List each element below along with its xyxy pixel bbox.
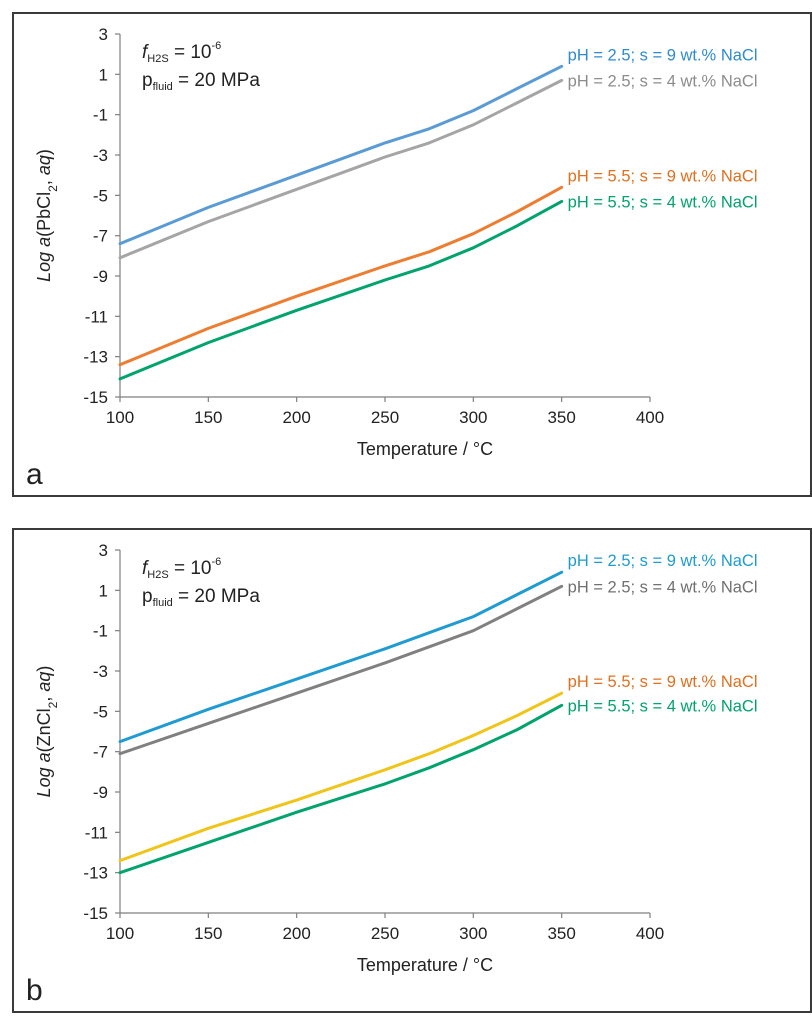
y-tick-label: 1 [99,65,108,84]
series-line-1 [118,570,564,744]
x-tick-label: 250 [371,408,399,427]
x-tick-label: 250 [371,924,399,943]
x-tick-label: 400 [636,924,664,943]
series-line-3 [118,185,564,367]
y-axis-label: Log a(ZnCl2, aq) [34,666,60,798]
y-tick-label: -3 [93,662,108,681]
series-label-3: pH = 5.5; s = 9 wt.% NaCl [568,167,758,185]
x-tick-label: 350 [547,408,575,427]
y-axis-label: Log a(PbCl2, aq) [34,149,60,282]
series-label-1: pH = 2.5; s = 9 wt.% NaCl [568,46,758,64]
y-tick-label: -1 [93,622,108,641]
series-label-2: pH = 2.5; s = 4 wt.% NaCl [568,72,758,90]
y-tick-label: -3 [93,146,108,165]
x-tick-label: 150 [194,408,222,427]
y-tick-label: -13 [83,348,108,367]
series-line-4 [118,703,564,875]
annotation-pressure: pfluid = 20 MPa [142,70,260,93]
x-tick-label: 200 [282,924,310,943]
y-tick-label: -15 [83,388,108,407]
series-label-4: pH = 5.5; s = 4 wt.% NaCl [568,697,758,715]
series-label-2: pH = 2.5; s = 4 wt.% NaCl [568,578,758,596]
y-tick-label: -5 [93,702,108,721]
x-tick-label: 300 [459,924,487,943]
x-tick-label: 350 [547,924,575,943]
x-tick-label: 150 [194,924,222,943]
y-tick-label: -15 [83,904,108,923]
x-tick-label: 100 [106,924,134,943]
series-label-3: pH = 5.5; s = 9 wt.% NaCl [568,673,758,691]
panel-label: b [26,974,43,1007]
y-tick-label: 3 [99,541,108,560]
x-tick-label: 200 [282,408,310,427]
y-tick-label: 1 [99,581,108,600]
chart-panel-b: 3 1 -1 -3 -5 -7 -9 -11 -13 -15 100 150 200 250 300 350 4… [12,528,812,1013]
y-tick-label: -9 [93,783,108,802]
chart-panel-a: 3 1 -1 -3 -5 -7 -9 -11 -13 -15 100 150 200 250 300 350 4… [12,12,812,497]
annotation-pressure: pfluid = 20 MPa [142,586,260,609]
series-line-2 [118,584,564,756]
x-axis-label: Temperature / °C [357,955,493,975]
series-line-3 [118,691,564,863]
y-tick-label: -11 [85,823,108,842]
annotation-fugacity: fH2S = 10-6 [142,40,221,65]
series-line-2 [118,78,564,260]
x-tick-label: 400 [636,408,664,427]
series-line-4 [118,199,564,381]
y-tick-label: -7 [93,227,108,246]
y-tick-label: -13 [83,864,108,883]
series-line-1 [118,64,564,246]
series-label-4: pH = 5.5; s = 4 wt.% NaCl [568,193,758,211]
annotation-fugacity: fH2S = 10-6 [142,556,221,581]
y-tick-label: -7 [93,743,108,762]
series-label-1: pH = 2.5; s = 9 wt.% NaCl [568,552,758,570]
y-tick-label: -5 [93,186,108,205]
panel-label: a [26,458,43,491]
x-tick-label: 100 [106,408,134,427]
x-axis-label: Temperature / °C [357,439,493,459]
x-tick-label: 300 [459,408,487,427]
y-tick-label: -9 [93,267,108,286]
y-tick-label: -11 [85,307,108,326]
y-tick-label: -1 [93,106,108,125]
y-tick-label: 3 [99,25,108,44]
